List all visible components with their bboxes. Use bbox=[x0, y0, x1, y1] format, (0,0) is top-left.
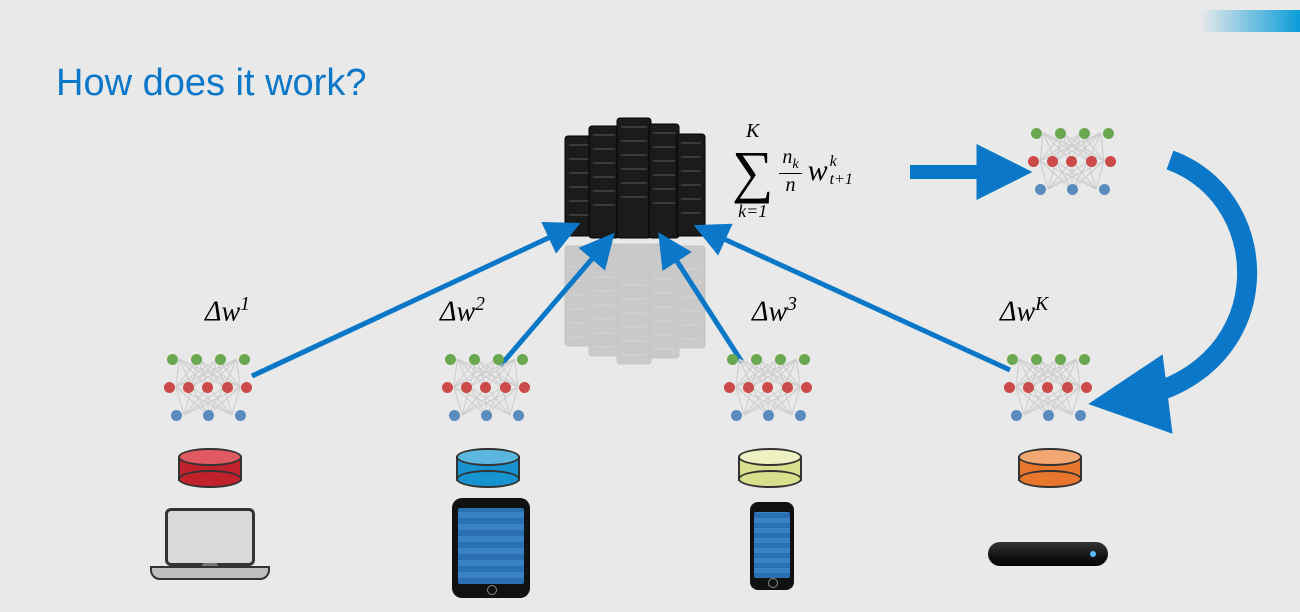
aggregated-nn-icon bbox=[1024, 128, 1120, 198]
datastore-c1 bbox=[178, 448, 242, 486]
device-laptop-icon bbox=[150, 508, 270, 588]
datastore-c3 bbox=[738, 448, 802, 486]
datastore-c4 bbox=[1018, 448, 1082, 486]
client-nn-c1 bbox=[160, 354, 256, 424]
device-tablet-icon bbox=[452, 498, 530, 598]
delta-label-c2: Δw2 bbox=[440, 294, 485, 328]
datastore-c2 bbox=[456, 448, 520, 486]
delta-label-c3: Δw3 bbox=[752, 294, 797, 328]
delta-label-c4: ΔwK bbox=[1000, 294, 1048, 328]
device-stb-icon bbox=[988, 542, 1108, 566]
server-cluster-icon bbox=[565, 244, 705, 364]
broadcast-arrow bbox=[1120, 160, 1247, 400]
diagram-canvas: How does it work?K∑k=1nknwkt+1Δw1Δw2Δw3Δ… bbox=[0, 0, 1300, 612]
server-cluster-icon bbox=[565, 118, 705, 238]
client-nn-c3 bbox=[720, 354, 816, 424]
aggregation-formula: K∑k=1nknwkt+1 bbox=[732, 120, 853, 222]
upload-arrow-c4 bbox=[700, 228, 1010, 370]
client-nn-c2 bbox=[438, 354, 534, 424]
device-phone-icon bbox=[750, 502, 794, 590]
delta-label-c1: Δw1 bbox=[205, 294, 250, 328]
client-nn-c4 bbox=[1000, 354, 1096, 424]
